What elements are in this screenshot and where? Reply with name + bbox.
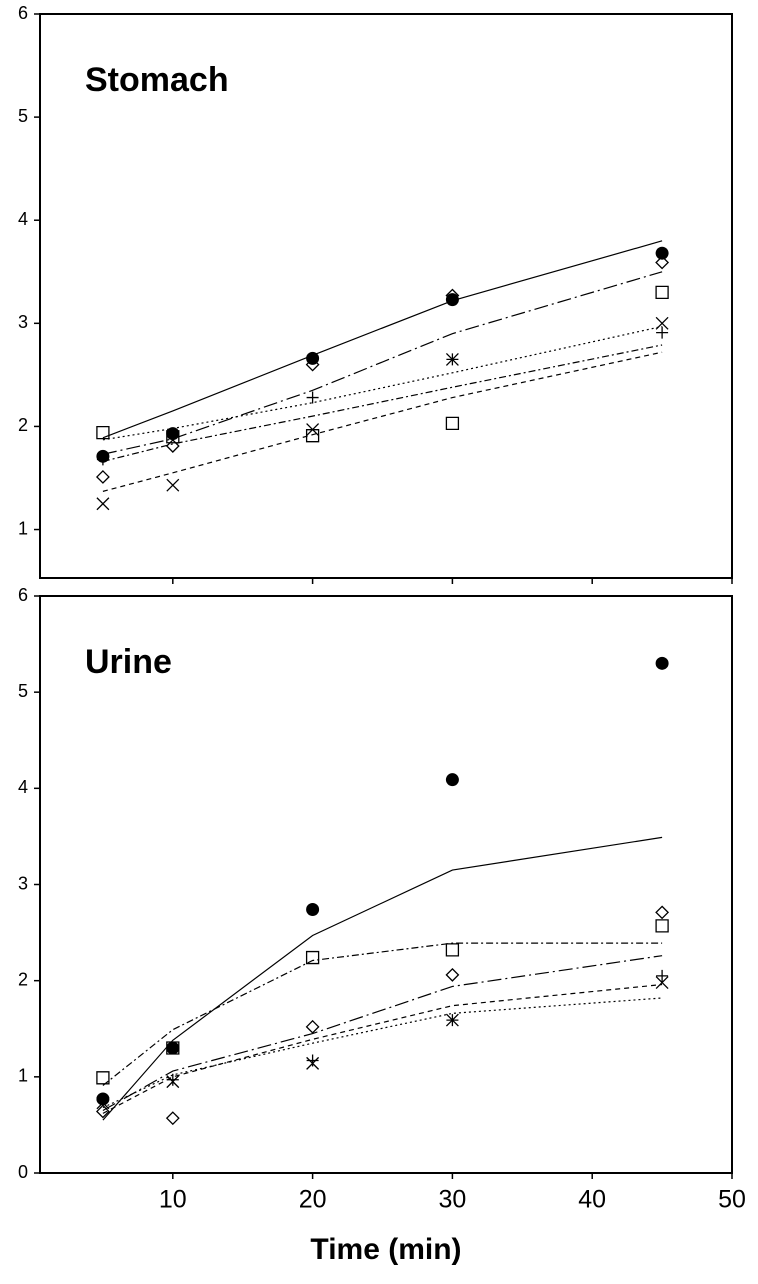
plot-frame: [39, 13, 733, 579]
x-tick-label: 30: [438, 1186, 466, 1214]
y-tick-label: 2: [18, 969, 28, 989]
marker: [445, 288, 460, 303]
marker: [166, 1041, 180, 1055]
marker: [655, 919, 669, 933]
panel-title: Stomach: [85, 61, 229, 99]
y-tick-label: 4: [18, 777, 28, 797]
marker: [445, 943, 460, 957]
x-tick-label: 50: [718, 1186, 746, 1214]
marker: [655, 246, 669, 260]
marker: [166, 478, 180, 492]
marker: [166, 427, 179, 440]
x-axis-label: Time (min): [310, 1233, 461, 1266]
y-tick-label: 3: [18, 312, 28, 332]
y-tick-label: 1: [18, 1066, 28, 1086]
fit-line: [102, 240, 663, 439]
marker: [655, 905, 670, 920]
marker: [655, 255, 670, 270]
y-tick-label: 0: [18, 1162, 28, 1182]
y-tick-label: 3: [18, 873, 28, 893]
marker: [166, 1073, 179, 1086]
x-tick-label: 20: [299, 1186, 327, 1214]
fit-line: [102, 344, 663, 463]
x-tick-label: 10: [159, 1186, 187, 1214]
x-tick-label: 40: [578, 1186, 606, 1214]
marker: [655, 656, 669, 670]
fit-line: [102, 836, 663, 1121]
y-tick-label: 5: [18, 106, 28, 126]
marker: [305, 429, 320, 443]
marker: [445, 293, 459, 307]
marker: [656, 326, 669, 339]
marker: [656, 969, 669, 982]
fit-line: [102, 955, 663, 1112]
fit-line: [102, 942, 663, 1086]
y-tick-label: 6: [18, 3, 28, 23]
marker: [96, 497, 110, 511]
marker: [96, 425, 110, 440]
marker: [305, 950, 320, 965]
marker: [446, 353, 459, 366]
marker: [445, 773, 459, 787]
fit-line: [102, 325, 663, 441]
marker: [95, 1104, 110, 1119]
marker: [305, 357, 320, 372]
y-tick-label: 4: [18, 209, 28, 229]
fit-line: [102, 351, 663, 492]
y-tick-label: 2: [18, 415, 28, 435]
marker: [306, 903, 320, 917]
marker: [306, 1054, 319, 1067]
marker: [446, 1014, 459, 1027]
plot-frame: [39, 595, 733, 1174]
y-tick-label: 1: [18, 518, 28, 538]
marker: [655, 285, 669, 300]
marker: [445, 967, 460, 982]
marker: [165, 1111, 180, 1126]
marker: [96, 453, 109, 466]
fit-line: [102, 997, 663, 1109]
marker: [445, 416, 460, 430]
marker: [166, 1041, 180, 1055]
marker: [96, 1071, 110, 1085]
panel-title: Urine: [85, 643, 172, 681]
y-tick-label: 5: [18, 681, 28, 701]
y-tick-label: 6: [18, 585, 28, 605]
marker: [165, 439, 180, 453]
fit-line: [102, 983, 663, 1114]
marker: [655, 976, 669, 990]
marker: [305, 1019, 320, 1034]
marker: [96, 1093, 109, 1106]
fit-line: [102, 271, 663, 455]
marker: [166, 430, 180, 444]
marker: [306, 391, 319, 404]
marker: [306, 423, 320, 436]
marker: [95, 470, 110, 484]
